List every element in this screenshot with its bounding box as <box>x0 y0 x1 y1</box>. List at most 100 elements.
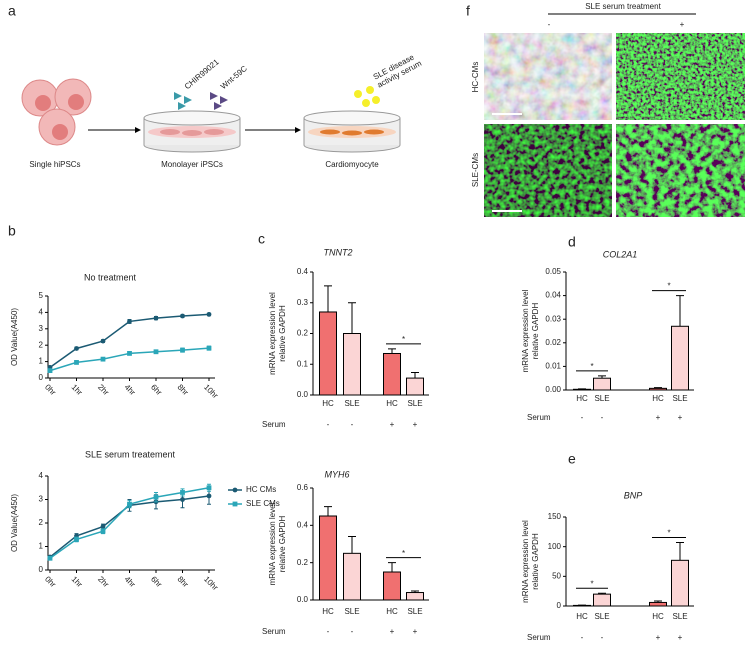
error-bar <box>676 295 684 327</box>
serum-sign: - <box>581 413 584 422</box>
y-axis-label: relative GAPDH <box>278 305 287 362</box>
serum-label: Serum <box>262 627 286 636</box>
marker <box>127 501 132 507</box>
x-tick-label: SLE <box>594 394 609 403</box>
bar <box>319 311 337 396</box>
y-tick-label: 3 <box>39 495 44 504</box>
serum-icon <box>354 86 380 107</box>
x-tick-label: 4hr <box>123 575 138 590</box>
marker <box>47 368 53 374</box>
panel-label: c <box>258 231 265 247</box>
marker <box>127 351 132 356</box>
serum-label: Serum <box>262 420 286 429</box>
bar <box>593 593 611 607</box>
cell <box>204 129 224 135</box>
row-label: HC-CMs <box>471 62 480 93</box>
x-tick-label: SLE <box>594 612 609 621</box>
y-tick-label: 0.1 <box>297 359 309 368</box>
y-tick-label: 0.02 <box>545 338 561 347</box>
legend-label: SLE CMs <box>246 499 280 508</box>
bar <box>319 515 337 601</box>
x-tick-label: HC <box>386 399 398 408</box>
y-tick-label: 0.6 <box>297 483 309 492</box>
image <box>616 33 745 120</box>
error-bar <box>388 348 396 354</box>
marker <box>206 493 212 499</box>
y-axis-label: mRNA expression level <box>521 289 530 372</box>
y-axis-label: OD Value(A450) <box>10 494 19 552</box>
x-tick-label: 2hr <box>96 383 111 398</box>
marker <box>100 528 106 534</box>
y-tick-label: 0.2 <box>297 329 309 338</box>
bar <box>649 387 667 391</box>
y-tick-label: 0.0 <box>297 595 309 604</box>
bar <box>343 552 361 601</box>
x-tick-label: SLE <box>672 394 687 403</box>
step-label: Single hiPSCs <box>29 160 80 169</box>
marker <box>74 360 79 365</box>
y-tick-label: 0.0 <box>297 390 309 399</box>
x-tick-label: 0hr <box>43 383 58 398</box>
reagent-icon <box>174 92 192 110</box>
step-label: Cardiomyocyte <box>325 160 379 169</box>
x-tick-label: HC <box>386 607 398 616</box>
nucleus <box>35 95 51 111</box>
error-bar <box>676 542 684 561</box>
serum-label: Serum <box>527 413 551 422</box>
error-bar <box>388 562 396 572</box>
column-label: + <box>680 20 685 29</box>
image <box>484 124 612 217</box>
serum-sign: - <box>581 633 584 642</box>
significance-label: * <box>590 362 593 371</box>
nucleus <box>68 94 84 110</box>
marker <box>206 311 212 317</box>
y-tick-label: 2 <box>39 340 44 349</box>
y-tick-label: 1 <box>39 542 44 551</box>
marker <box>47 555 53 561</box>
marker <box>180 313 185 319</box>
x-tick-label: HC <box>652 394 664 403</box>
x-tick-label: SLE <box>407 607 422 616</box>
serum-sign: + <box>413 420 418 429</box>
y-axis-label: mRNA expression level <box>521 520 530 603</box>
x-tick-label: HC <box>576 612 588 621</box>
significance-label: * <box>402 549 405 558</box>
y-tick-label: 100 <box>548 542 562 551</box>
x-tick-label: HC <box>576 394 588 403</box>
significance-label: * <box>667 529 670 538</box>
bar <box>406 592 424 601</box>
x-tick-label: SLE <box>344 399 359 408</box>
significance-label: * <box>402 335 405 344</box>
diagram: Single hiPSCs Monolayer iPSCs Cardiomyoc… <box>21 52 423 169</box>
legend-label: HC CMs <box>246 485 276 494</box>
reagent-label: Wnt-59C <box>219 64 249 91</box>
serum-label: Serum <box>527 633 551 642</box>
error-bar <box>348 536 356 554</box>
y-tick-label: 0.04 <box>545 291 561 300</box>
nucleus <box>52 124 68 140</box>
y-tick-label: 0 <box>39 565 44 574</box>
legend-marker <box>232 487 238 493</box>
reagent-icon <box>210 92 228 110</box>
x-tick-label: 0hr <box>43 575 58 590</box>
legend-marker <box>232 501 238 507</box>
x-tick-label: 8hr <box>176 383 191 398</box>
error-bar <box>411 372 419 379</box>
serum-sign: + <box>390 420 395 429</box>
marker <box>100 338 106 344</box>
serum-sign: + <box>678 413 683 422</box>
x-tick-label: 10hr <box>202 383 220 401</box>
serum-sign: - <box>601 633 604 642</box>
serum-sign: + <box>656 633 661 642</box>
y-tick-label: 0 <box>39 373 44 382</box>
panel-label: b <box>8 223 16 239</box>
y-tick-label: 0.4 <box>297 520 309 529</box>
y-axis-label: relative GAPDH <box>531 533 540 590</box>
cell <box>160 129 180 135</box>
panel-label: e <box>568 451 576 467</box>
marker <box>206 485 212 491</box>
x-tick-label: SLE <box>344 607 359 616</box>
y-axis-label: mRNA expression level <box>268 502 277 585</box>
y-tick-label: 5 <box>39 291 44 300</box>
